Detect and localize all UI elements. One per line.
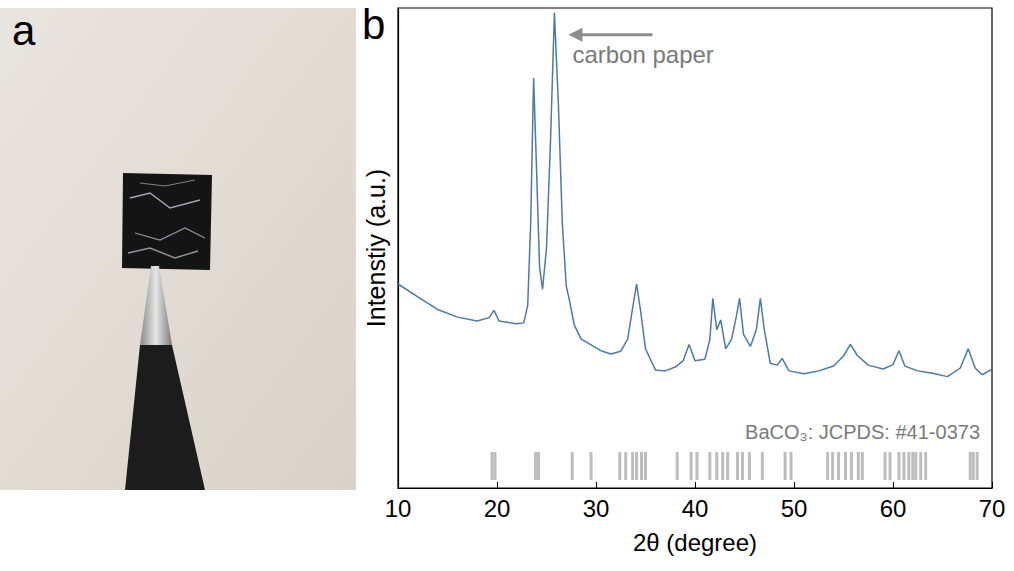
svg-text:40: 40 (682, 495, 709, 522)
svg-text:20: 20 (484, 495, 511, 522)
svg-text:50: 50 (781, 495, 808, 522)
svg-text:10: 10 (385, 495, 412, 522)
html-text:a: a (12, 7, 36, 54)
svg-text:Intenstiy (a.u.): Intenstiy (a.u.) (362, 169, 390, 327)
svg-text:2θ (degree): 2θ (degree) (633, 529, 757, 556)
svg-text:BaCO₃: JCPDS: #41-0373: BaCO₃: JCPDS: #41-0373 (745, 421, 980, 443)
svg-text:30: 30 (583, 495, 610, 522)
svg-text:carbon paper: carbon paper (572, 41, 713, 68)
svg-text:60: 60 (880, 495, 907, 522)
svg-text:70: 70 (979, 495, 1006, 522)
html-text:b: b (362, 1, 386, 48)
